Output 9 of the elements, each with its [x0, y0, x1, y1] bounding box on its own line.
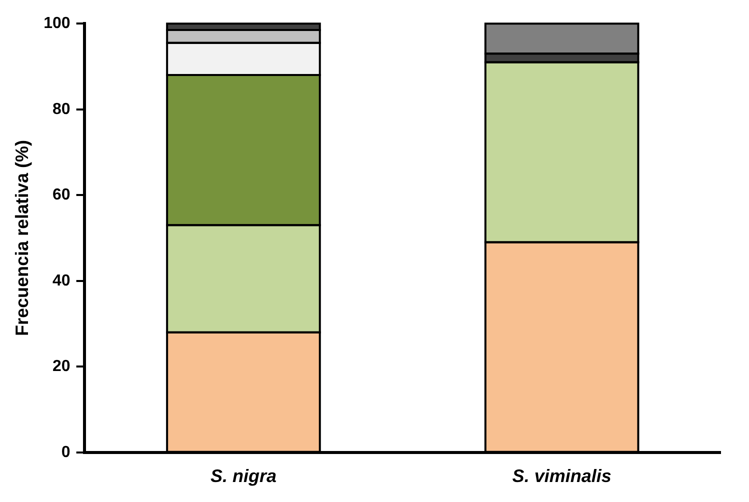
- y-tick-label: 60: [52, 186, 70, 204]
- y-tick-label: 40: [52, 272, 70, 290]
- y-tick-label: 0: [61, 444, 70, 461]
- y-axis-title: Frecuencia relativa (%): [12, 140, 32, 336]
- y-tick-label: 80: [52, 100, 70, 118]
- x-tick-label: S. nigra: [210, 466, 276, 486]
- x-tick-label: S. viminalis: [512, 466, 612, 486]
- y-tick-label: 100: [44, 15, 70, 32]
- y-tick-label: 20: [52, 358, 70, 376]
